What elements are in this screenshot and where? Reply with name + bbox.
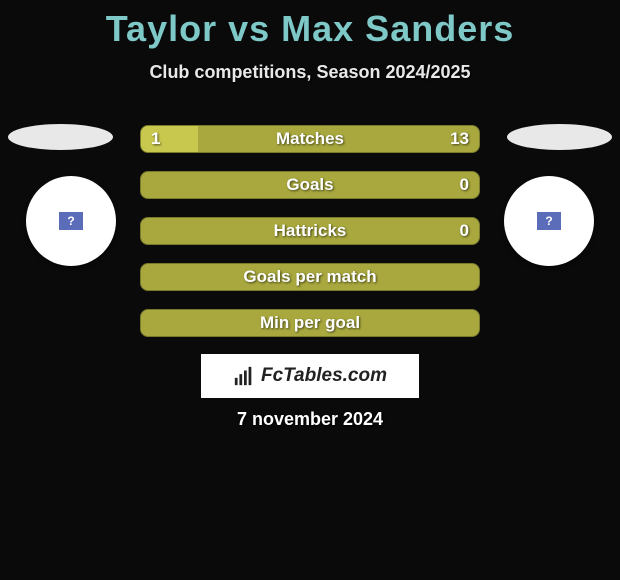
bar-label-goals: Goals [141, 175, 479, 195]
bar-row-matches: 1 Matches 13 [140, 125, 480, 153]
page-subtitle: Club competitions, Season 2024/2025 [0, 62, 620, 83]
fctables-label: FcTables.com [261, 365, 387, 387]
bar-label-mpg: Min per goal [141, 313, 479, 333]
date-text: 7 november 2024 [0, 409, 620, 430]
right-team-placeholder-icon: ? [537, 212, 561, 230]
comparison-bars: 1 Matches 13 Goals 0 Hattricks 0 Goals p… [140, 125, 480, 337]
bar-row-goals: Goals 0 [140, 171, 480, 199]
bar-label-matches: Matches [141, 129, 479, 149]
bar-label-hattricks: Hattricks [141, 221, 479, 241]
bar-label-gpm: Goals per match [141, 267, 479, 287]
left-team-placeholder-icon: ? [59, 212, 83, 230]
bar-right-value-matches: 13 [450, 129, 469, 149]
left-player-shadow [8, 124, 113, 150]
left-player-avatar: ? [26, 176, 116, 266]
page-title: Taylor vs Max Sanders [0, 0, 620, 50]
right-player-avatar: ? [504, 176, 594, 266]
bar-row-min-per-goal: Min per goal [140, 309, 480, 337]
right-player-shadow [507, 124, 612, 150]
bar-right-value-hattricks: 0 [460, 221, 469, 241]
fctables-badge: FcTables.com [201, 354, 419, 398]
bar-row-goals-per-match: Goals per match [140, 263, 480, 291]
bar-right-value-goals: 0 [460, 175, 469, 195]
bar-row-hattricks: Hattricks 0 [140, 217, 480, 245]
fctables-icon [233, 365, 255, 387]
